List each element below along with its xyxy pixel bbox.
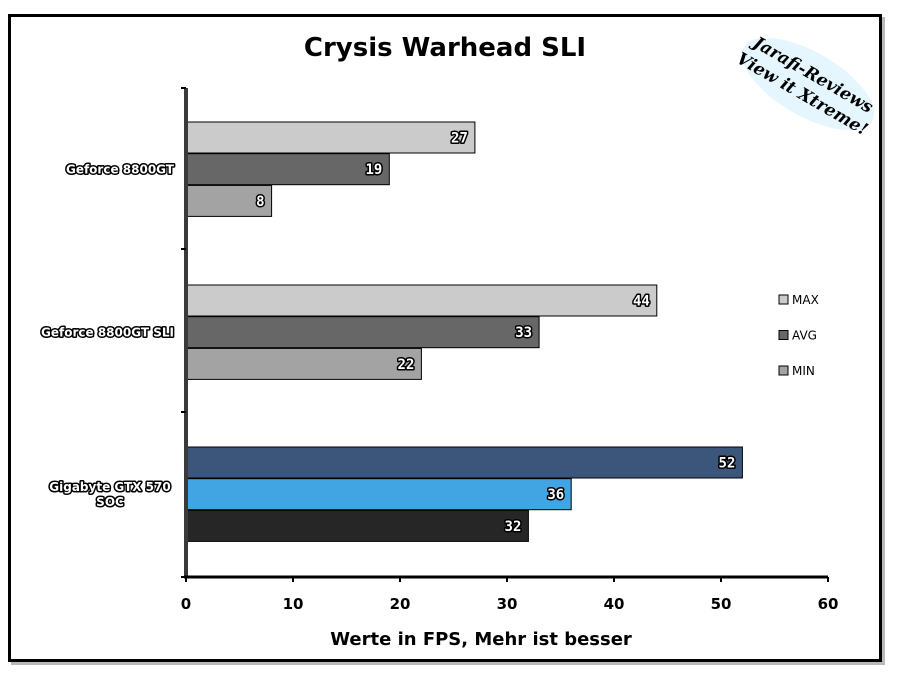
category-label-0: Geforce 8800GT	[66, 163, 175, 177]
chart-title: Crysis Warhead SLI	[304, 33, 586, 63]
x-tick-labels: 0 10 20 30 40 50 60	[181, 595, 839, 613]
category-label-2: SOC	[96, 495, 124, 509]
bar-2-max	[185, 446, 743, 479]
value-labels: 27 19 8 44 33 22 52 36 32	[255, 129, 737, 536]
value-label-2-min: 32	[505, 519, 522, 535]
legend-swatch-min	[778, 365, 789, 376]
value-label-1-max: 44	[633, 294, 650, 310]
legend: MAX AVG MIN	[778, 293, 819, 378]
bar-0-max	[185, 121, 476, 154]
value-label-1-min: 22	[398, 357, 415, 373]
legend-swatch-avg	[778, 330, 789, 340]
bar-1-min	[185, 347, 422, 380]
x-tick-label: 0	[181, 595, 191, 613]
x-tick-label: 40	[604, 595, 625, 613]
bar-1-avg	[185, 316, 540, 349]
axis-layer	[181, 87, 829, 582]
x-tick-label: 50	[711, 595, 732, 613]
watermark-logo: Jarafi-Reviews View it Xtreme!	[733, 31, 877, 140]
category-labels: Geforce 8800GT Geforce 8800GT SLI Gigabyte…	[40, 161, 177, 510]
value-label-0-min: 8	[256, 194, 264, 210]
value-label-2-max: 52	[719, 456, 736, 472]
bar-2-avg	[185, 478, 572, 511]
legend-label-min: MIN	[792, 364, 815, 378]
x-tick-label: 20	[390, 595, 411, 613]
value-label-1-avg: 33	[515, 325, 532, 341]
value-label-0-avg: 19	[365, 162, 382, 178]
category-label-1: Geforce 8800GT SLI	[41, 326, 174, 340]
bar-2-min	[185, 509, 529, 542]
x-tick-label: 60	[818, 595, 839, 613]
bar-0-avg	[185, 153, 390, 186]
legend-label-max: MAX	[792, 293, 819, 307]
x-axis-label: Werte in FPS, Mehr ist besser	[330, 629, 632, 650]
legend-swatch-max	[778, 294, 789, 305]
bar-1-max	[185, 284, 658, 317]
legend-label-avg: AVG	[792, 329, 817, 343]
category-label-2: Gigabyte GTX 570	[49, 480, 170, 494]
x-tick-label: 10	[283, 595, 304, 613]
value-label-0-max: 27	[451, 131, 468, 147]
bar-0-min	[185, 184, 273, 217]
value-label-2-avg: 36	[547, 487, 564, 503]
x-tick-label: 30	[497, 595, 518, 613]
bars-layer	[185, 121, 743, 542]
